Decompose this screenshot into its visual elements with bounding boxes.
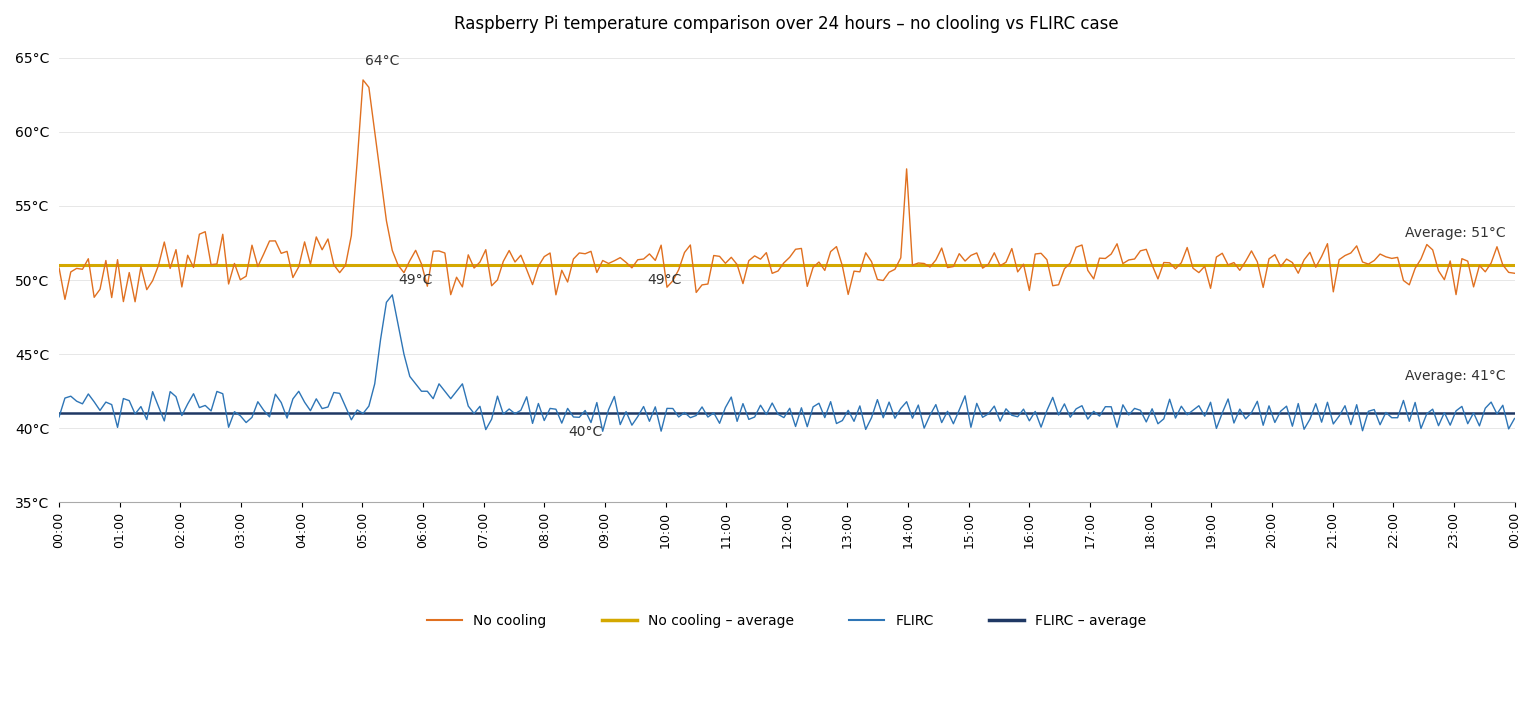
Text: Average: 41°C: Average: 41°C <box>1405 369 1505 384</box>
Title: Raspberry Pi temperature comparison over 24 hours – no clooling vs FLIRC case: Raspberry Pi temperature comparison over… <box>455 15 1120 33</box>
Text: 49°C: 49°C <box>399 274 433 287</box>
Text: 40°C: 40°C <box>568 425 602 438</box>
Text: 64°C: 64°C <box>366 54 399 68</box>
Text: Average: 51°C: Average: 51°C <box>1405 225 1505 240</box>
Legend: No cooling, No cooling – average, FLIRC, FLIRC – average: No cooling, No cooling – average, FLIRC,… <box>422 608 1152 634</box>
Text: 49°C: 49°C <box>647 274 682 287</box>
